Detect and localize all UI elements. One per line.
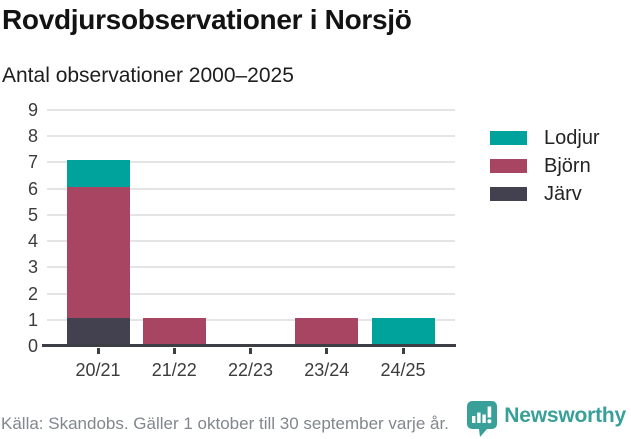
bar-segment-björn [142, 317, 206, 344]
x-axis-tick-label: 23/24 [304, 360, 350, 380]
grid-line [47, 292, 455, 295]
newsworthy-wordmark: Newsworthy [504, 404, 626, 427]
y-axis-tick-label: 5 [27, 204, 38, 225]
y-axis-tick-label: 8 [27, 126, 38, 147]
x-axis-tick-label: 24/25 [380, 360, 426, 380]
chart-subtitle: Antal observationer 2000–2025 [2, 64, 294, 87]
x-axis-tick [325, 348, 329, 354]
y-axis-tick-label: 0 [27, 336, 38, 356]
legend-swatch-bjorn [490, 159, 527, 173]
x-axis-tick-label: 22/23 [227, 360, 274, 380]
y-axis-tick-label: 4 [27, 231, 38, 252]
grid-line [47, 266, 455, 269]
grid-line [47, 318, 455, 321]
x-axis-line [42, 344, 456, 347]
y-axis-tick-label: 9 [27, 100, 38, 120]
source-note: Källa: Skandobs. Gäller 1 oktober till 3… [1, 414, 449, 433]
bar-segment-lodjur [66, 160, 130, 187]
grid-line [47, 135, 455, 138]
grid-line [47, 161, 455, 164]
x-axis-tick-label: 20/21 [75, 360, 121, 380]
legend-item-lodjur: Lodjur [490, 126, 600, 150]
y-axis-tick-label: 1 [27, 309, 38, 330]
grid-line [47, 187, 455, 190]
x-axis-tick [401, 348, 405, 354]
legend-label-lodjur: Lodjur [544, 126, 600, 149]
y-axis-tick-label: 2 [27, 283, 38, 304]
legend-label-jarv: Järv [544, 182, 582, 205]
legend-label-bjorn: Björn [544, 154, 591, 177]
legend-item-bjorn: Björn [490, 154, 600, 178]
chart-title: Rovdjursobservationer i Norsjö [2, 4, 412, 35]
chart-legend: Lodjur Björn Järv [490, 126, 600, 210]
bar-chart-plot-area: 0 1 2 3 4 5 6 7 8 9 20/21 21/22 22/23 23/24 24/25 [28, 100, 456, 380]
x-axis-tick-label: 21/22 [151, 360, 197, 380]
y-axis-tick-label: 3 [27, 257, 38, 278]
y-axis-tick-label: 6 [27, 178, 38, 199]
newsworthy-icon [467, 401, 498, 437]
y-axis-tick-label: 7 [27, 152, 38, 173]
x-axis-tick [172, 348, 176, 354]
grid-line [47, 213, 455, 216]
legend-swatch-lodjur [490, 131, 527, 145]
newsworthy-logo[interactable]: Newsworthy [467, 401, 626, 437]
grid-line [47, 109, 455, 111]
x-axis-tick [249, 348, 252, 354]
legend-swatch-jarv [490, 187, 527, 201]
x-axis-tick [96, 348, 100, 354]
bar-segment-björn [295, 317, 359, 344]
grid-line [47, 240, 455, 243]
bar-segment-björn [66, 186, 130, 318]
bar-segment-lodjur [371, 317, 435, 344]
legend-item-jarv: Järv [490, 182, 600, 206]
bar-segment-järv [66, 317, 130, 344]
